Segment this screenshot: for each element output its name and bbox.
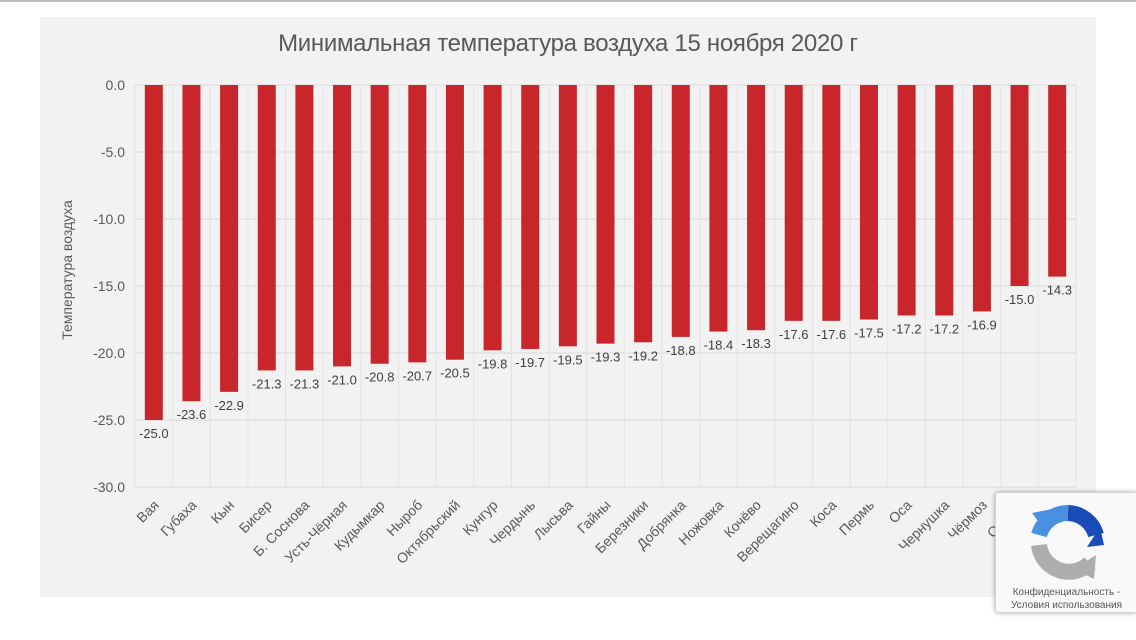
bar	[558, 85, 577, 347]
data-label: -19.2	[628, 348, 658, 363]
data-label: -17.2	[892, 321, 922, 336]
category-label: Кын	[208, 497, 238, 527]
bar	[634, 85, 653, 343]
bar	[333, 85, 352, 367]
data-label: -14.3	[1042, 283, 1072, 298]
bar	[521, 85, 540, 349]
bar	[220, 85, 239, 392]
bar	[747, 85, 766, 331]
y-tick-label: -10.0	[93, 211, 125, 227]
data-label: -17.2	[929, 321, 959, 336]
data-label: -17.5	[854, 326, 884, 341]
y-tick-label: -25.0	[93, 412, 125, 428]
category-label: Оса	[885, 497, 915, 527]
data-label: -18.4	[704, 338, 734, 353]
bar	[295, 85, 314, 371]
data-label: -19.7	[515, 355, 545, 370]
category-label: Чёрмоз	[944, 497, 990, 543]
data-label: -19.8	[478, 356, 508, 371]
data-label: -18.8	[666, 343, 696, 358]
chart-title: Минимальная температура воздуха 15 ноябр…	[278, 30, 858, 57]
data-label: -18.3	[741, 336, 771, 351]
bar	[596, 85, 615, 344]
data-label: -25.0	[139, 426, 169, 441]
bar	[935, 85, 954, 316]
bar	[972, 85, 991, 312]
recaptcha-logo-icon	[1031, 505, 1104, 580]
y-tick-label: -20.0	[93, 345, 125, 361]
data-label: -16.9	[967, 317, 997, 332]
y-tick-label: 0.0	[106, 77, 126, 93]
bar	[257, 85, 276, 371]
data-label: -20.8	[365, 370, 395, 385]
top-divider	[0, 0, 1136, 2]
data-label: -17.6	[779, 327, 809, 342]
data-label: -20.5	[440, 366, 470, 381]
data-label: -21.3	[290, 376, 320, 391]
y-tick-label: -30.0	[93, 479, 125, 495]
data-label: -21.0	[327, 372, 357, 387]
data-label: -20.7	[402, 368, 432, 383]
data-label: -23.6	[177, 407, 207, 422]
bar	[671, 85, 690, 337]
category-label: Пермь	[836, 497, 877, 538]
category-label: Лысьва	[530, 497, 576, 543]
y-tick-label: -15.0	[93, 278, 125, 294]
bar	[408, 85, 427, 363]
data-label: -15.0	[1005, 292, 1035, 307]
link-separator: -	[1114, 587, 1121, 598]
bar	[182, 85, 201, 402]
data-label: -17.6	[817, 327, 847, 342]
bar	[1048, 85, 1067, 277]
category-label: Губаха	[157, 497, 200, 540]
y-tick-label: -5.0	[101, 144, 125, 160]
data-label: -22.9	[214, 398, 244, 413]
privacy-link[interactable]: Конфиденциальность	[1012, 587, 1115, 598]
category-label: Коса	[806, 497, 839, 530]
data-label: -19.3	[591, 350, 621, 365]
bar	[784, 85, 803, 321]
y-axis-label: Температура воздуха	[59, 200, 75, 340]
bar	[370, 85, 389, 364]
data-label: -21.3	[252, 376, 282, 391]
recaptcha-links: Конфиденциальность - Условия использован…	[996, 586, 1136, 612]
bar	[144, 85, 163, 420]
category-label: Вая	[133, 497, 162, 526]
bar	[1010, 85, 1029, 286]
recaptcha-badge[interactable]: Конфиденциальность - Условия использован…	[995, 492, 1136, 613]
bar	[709, 85, 728, 332]
data-label: -19.5	[553, 352, 583, 367]
terms-link[interactable]: Условия использования	[1011, 600, 1122, 611]
bar	[483, 85, 502, 351]
bar	[859, 85, 878, 320]
bar	[897, 85, 916, 316]
bar	[822, 85, 841, 321]
bar	[445, 85, 464, 360]
